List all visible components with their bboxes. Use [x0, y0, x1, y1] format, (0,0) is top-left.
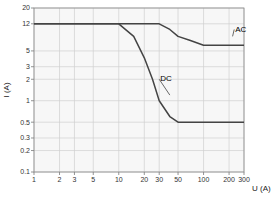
x-axis-label: U (A) [252, 184, 271, 193]
tick [118, 172, 119, 175]
grid-line [159, 8, 160, 172]
tick-label: 3 [72, 176, 76, 183]
series-line [34, 24, 244, 122]
tick-label: 10 [115, 176, 123, 183]
tick [31, 100, 34, 101]
tick-label: 0.3 [20, 134, 30, 141]
grid-line [178, 8, 179, 172]
tick [31, 8, 34, 9]
annotations: AC DC [159, 25, 246, 96]
series-group [34, 24, 244, 122]
chart: 1235102030501002003000.10.20.30.51235122… [0, 0, 280, 197]
tick [31, 137, 34, 138]
tick-label: 20 [140, 176, 148, 183]
annotation: DC [160, 74, 172, 83]
series-line [34, 24, 244, 45]
axes: 1235102030501002003000.10.20.30.51235122… [20, 4, 250, 183]
grid-line [59, 8, 60, 172]
tick-label: 200 [223, 176, 235, 183]
tick [59, 172, 60, 175]
tick-label: 30 [155, 176, 163, 183]
tick-label: 3 [26, 63, 30, 70]
grid-line [144, 8, 145, 172]
tick [93, 172, 94, 175]
grid-line [118, 8, 119, 172]
tick [31, 50, 34, 51]
tick [244, 172, 245, 175]
tick-label: 300 [238, 176, 250, 183]
y-axis-label: I (A) [2, 82, 11, 97]
tick [31, 23, 34, 24]
tick [31, 66, 34, 67]
tick [203, 172, 204, 175]
tick-label: 100 [198, 176, 210, 183]
tick [74, 172, 75, 175]
plot-area [34, 8, 244, 172]
grid-line [229, 8, 230, 172]
tick [144, 172, 145, 175]
tick-label: 1 [26, 97, 30, 104]
grid [34, 8, 244, 172]
grid-line [34, 50, 244, 51]
tick [31, 172, 34, 173]
background [0, 0, 280, 197]
tick [31, 122, 34, 123]
tick-label: 0.5 [20, 119, 30, 126]
grid-line [34, 100, 244, 101]
tick-label: 1 [32, 176, 36, 183]
tick [31, 79, 34, 80]
tick [178, 172, 179, 175]
leader-line [233, 29, 235, 36]
grid-line [34, 66, 244, 67]
annotation: AC [235, 25, 246, 34]
tick-label: 0.2 [20, 147, 30, 154]
tick-label: 50 [174, 176, 182, 183]
grid-line [34, 79, 244, 80]
tick-label: 0.1 [20, 168, 30, 175]
tick [159, 172, 160, 175]
grid-line [93, 8, 94, 172]
grid-line [34, 137, 244, 138]
tick-label: 2 [58, 176, 62, 183]
tick-label: 5 [91, 176, 95, 183]
tick-label: 12 [22, 20, 30, 27]
grid-line [74, 8, 75, 172]
tick-label: 5 [26, 47, 30, 54]
grid-line [203, 8, 204, 172]
tick [31, 150, 34, 151]
tick-label: 20 [22, 4, 30, 11]
grid-line [34, 150, 244, 151]
tick [229, 172, 230, 175]
tick [34, 172, 35, 175]
tick-label: 2 [26, 76, 30, 83]
plot-frame [34, 8, 244, 172]
